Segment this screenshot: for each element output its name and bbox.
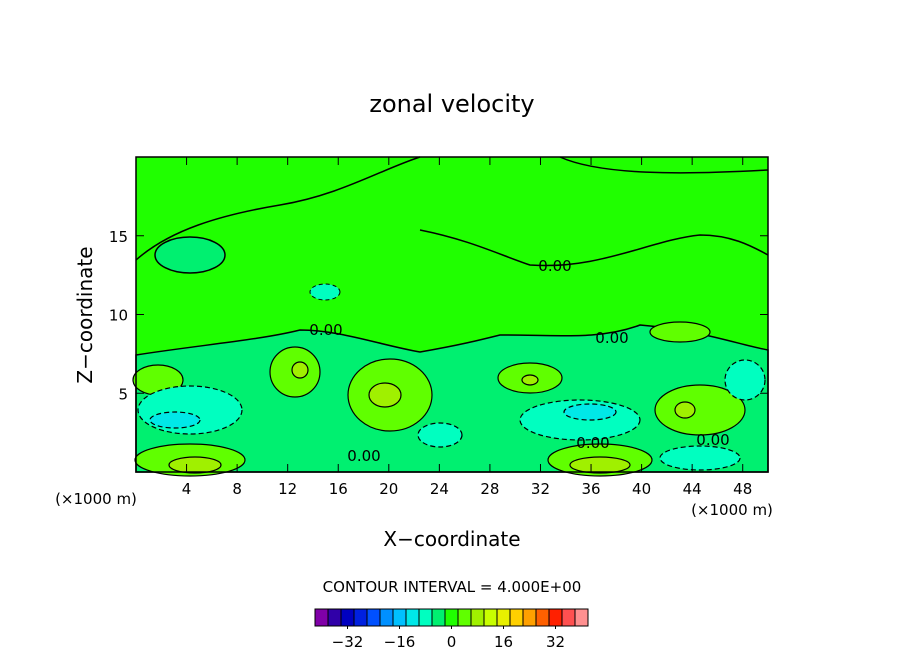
colorbar-tick-label: 32 bbox=[546, 633, 565, 651]
colorbar-box bbox=[392, 608, 407, 627]
x-tick-label: 28 bbox=[480, 480, 499, 498]
contour-region bbox=[154, 236, 226, 274]
y-axis-label: Z−coordinate bbox=[73, 246, 97, 383]
colorbar-box bbox=[548, 608, 563, 627]
colorbar-tick-label: −16 bbox=[384, 633, 416, 651]
colorbar-box bbox=[314, 608, 329, 627]
x-tick-label: 4 bbox=[182, 480, 192, 498]
colorbar-box bbox=[457, 608, 472, 627]
colorbar-box bbox=[535, 608, 550, 627]
contour-line bbox=[135, 156, 421, 261]
negative-regions bbox=[137, 359, 766, 471]
colorbar-box bbox=[340, 608, 355, 627]
colorbar-box bbox=[379, 608, 394, 627]
colorbar-box bbox=[496, 608, 511, 627]
x-tick-label: 20 bbox=[379, 480, 398, 498]
x-tick-label: 24 bbox=[430, 480, 449, 498]
colorbar-box bbox=[366, 608, 381, 627]
x-tick-label: 40 bbox=[632, 480, 651, 498]
x-tick-label: 8 bbox=[232, 480, 242, 498]
x-unit-label: (×1000 m) bbox=[691, 501, 773, 519]
colorbar-tick-label: −32 bbox=[332, 633, 364, 651]
x-tick-label: 12 bbox=[278, 480, 297, 498]
colorbar-tick-label: 16 bbox=[494, 633, 513, 651]
contour-line bbox=[419, 229, 769, 267]
contour-interval: CONTOUR INTERVAL = 4.000E+00 bbox=[323, 578, 582, 596]
x-tick-label: 32 bbox=[531, 480, 550, 498]
x-tick-label: 16 bbox=[329, 480, 348, 498]
contour-label: 0.00 bbox=[538, 257, 571, 275]
x-axis-label: X−coordinate bbox=[383, 527, 520, 551]
colorbar-tick-label: 0 bbox=[447, 633, 457, 651]
contour-label: 0.00 bbox=[576, 434, 609, 452]
y-unit-label: (×1000 m) bbox=[55, 490, 137, 508]
y-tick-label: 10 bbox=[109, 307, 128, 325]
y-tick-label: 15 bbox=[109, 228, 128, 246]
y-tick-label: 5 bbox=[118, 385, 128, 403]
colorbar-box bbox=[444, 608, 459, 627]
positive-regions bbox=[132, 321, 746, 477]
colorbar-box bbox=[561, 608, 576, 627]
colorbar-box bbox=[470, 608, 485, 627]
colorbar-box bbox=[418, 608, 433, 627]
contour-line bbox=[559, 156, 769, 174]
colorbar-box bbox=[483, 608, 498, 627]
contour-label: 0.00 bbox=[347, 447, 380, 465]
contour-label: 0.00 bbox=[696, 431, 729, 449]
contour-label: 0.00 bbox=[309, 321, 342, 339]
colorbar-box bbox=[353, 608, 368, 627]
colorbar-box bbox=[509, 608, 524, 627]
contour-region bbox=[309, 283, 341, 301]
colorbar-box bbox=[431, 608, 446, 627]
x-tick-label: 44 bbox=[683, 480, 702, 498]
x-tick-label: 48 bbox=[733, 480, 752, 498]
colorbar-box bbox=[327, 608, 342, 627]
colorbar-box bbox=[574, 608, 589, 627]
colorbar-box bbox=[405, 608, 420, 627]
chart-title: zonal velocity bbox=[369, 90, 534, 118]
colorbar-box bbox=[522, 608, 537, 627]
contour-label: 0.00 bbox=[595, 329, 628, 347]
contour-field bbox=[132, 156, 769, 477]
x-tick-label: 36 bbox=[581, 480, 600, 498]
